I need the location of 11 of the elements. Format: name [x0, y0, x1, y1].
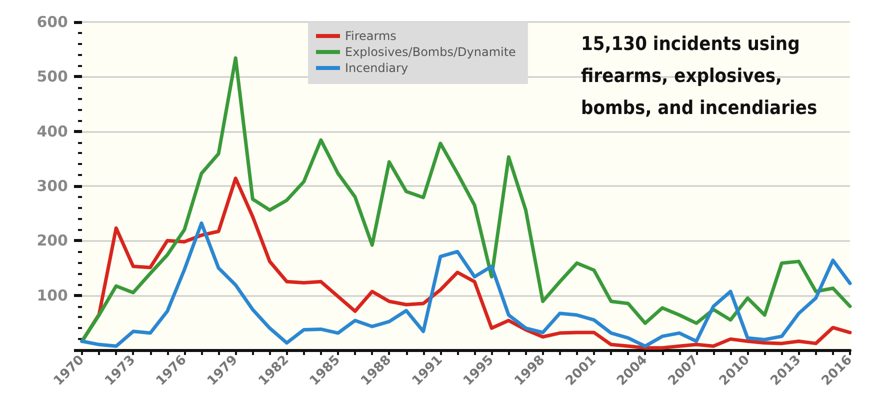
y-tick-label: 500 — [36, 68, 68, 86]
y-tick-label: 400 — [36, 122, 68, 140]
legend-label: Explosives/Bombs/Dynamite — [345, 45, 516, 59]
y-tick-label: 100 — [36, 286, 68, 304]
annotation: 15,130 incidents using firearms, explosives, bombs, and incendiaries — [581, 33, 818, 119]
legend-label: Firearms — [345, 29, 396, 43]
legend-label: Incendiary — [345, 61, 408, 75]
y-tick-label: 200 — [36, 232, 68, 250]
y-tick-label: 600 — [36, 13, 68, 31]
y-tick-label: 300 — [36, 177, 68, 195]
line-series — [80, 221, 852, 348]
